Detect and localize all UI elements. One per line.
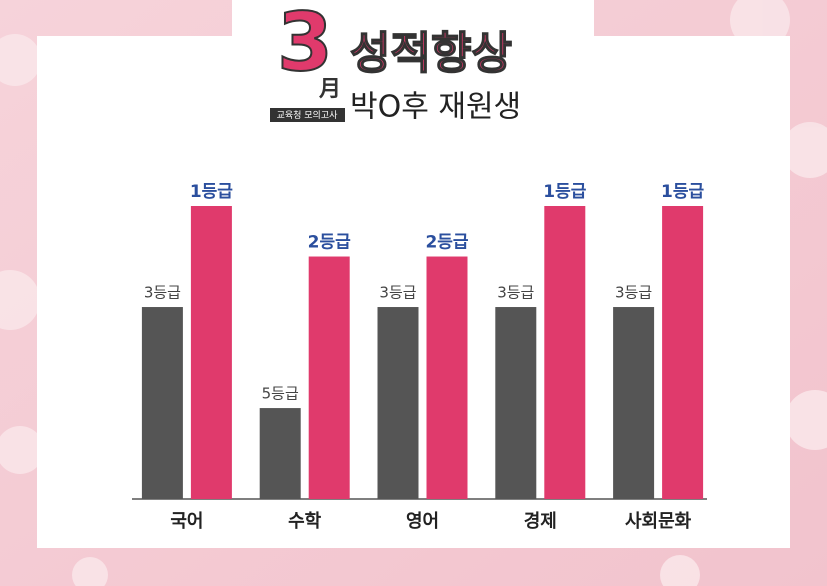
value-label: 3등급	[497, 284, 534, 302]
x-tick-label: 경제	[524, 511, 557, 532]
bar	[308, 256, 350, 499]
bar	[495, 307, 537, 499]
badge-number: 3	[277, 0, 333, 89]
value-label: 3등급	[379, 284, 416, 302]
bar	[377, 307, 419, 499]
badge-unit: 月	[318, 77, 341, 102]
chart-subtitle: 박O후 재원생	[350, 90, 521, 125]
value-label: 1등급	[190, 182, 233, 202]
value-label: 5등급	[262, 385, 299, 403]
x-tick-label: 수학	[288, 510, 322, 532]
chart-title: 성적향상	[350, 28, 512, 79]
badge-label-box	[270, 108, 345, 122]
bar	[544, 206, 586, 499]
value-label: 1등급	[661, 182, 704, 202]
value-label: 2등급	[308, 233, 351, 253]
x-tick-label: 영어	[406, 511, 439, 532]
bar	[259, 408, 301, 499]
bar	[426, 256, 468, 499]
bar	[662, 206, 704, 499]
value-label: 2등급	[425, 233, 468, 253]
header-box	[232, 0, 594, 40]
bar	[613, 307, 655, 499]
bar	[190, 206, 232, 499]
bar	[141, 307, 183, 499]
value-label: 1등급	[543, 182, 586, 202]
x-tick-label: 사회문화	[625, 511, 692, 532]
badge-label: 교육청 모의고사	[277, 110, 339, 121]
x-tick-label: 국어	[170, 511, 203, 532]
value-label: 3등급	[144, 284, 181, 302]
value-label: 3등급	[615, 284, 652, 302]
